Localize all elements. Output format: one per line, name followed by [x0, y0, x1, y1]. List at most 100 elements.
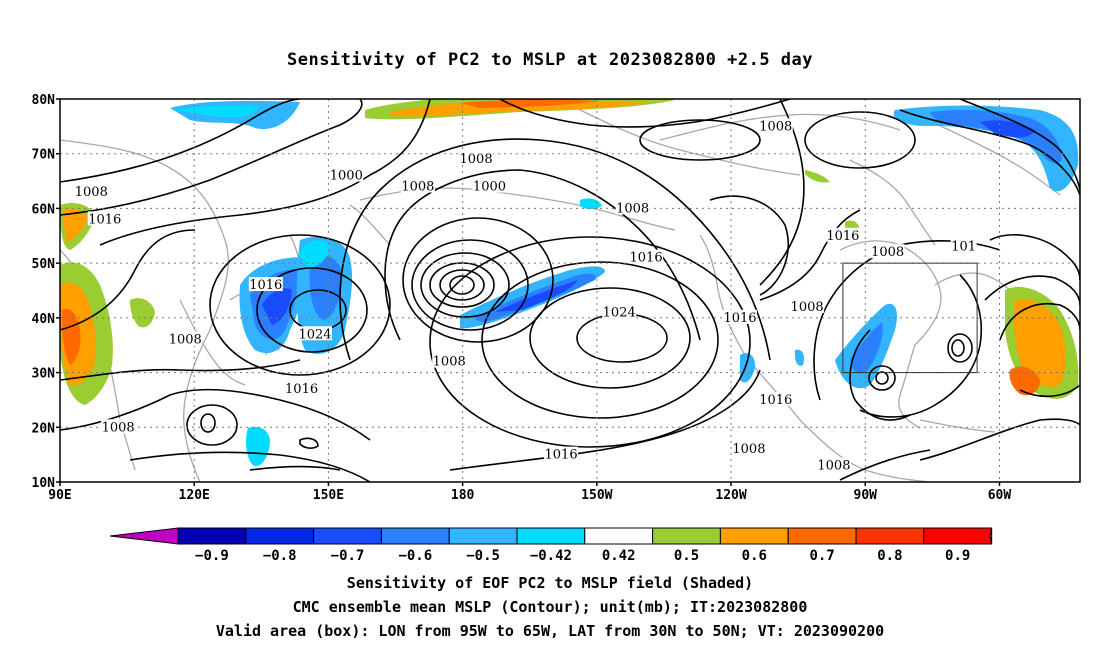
- contour-label: 1016: [723, 311, 756, 326]
- contour-label-bg: [432, 353, 467, 368]
- latitude-axis: 80N 70N 60N 50N 40N 30N 20N 10N: [32, 93, 60, 491]
- lon-tick-label: 60W: [988, 488, 1012, 503]
- contour-label: 1008: [817, 459, 850, 474]
- contour-label-bg: [816, 457, 851, 472]
- lon-tick-label: 150W: [581, 488, 612, 503]
- contour-label: 1008: [75, 185, 108, 200]
- shading: [60, 99, 1079, 467]
- contour-label-bg: [758, 391, 793, 406]
- colorbar-segment: [380, 527, 450, 545]
- colorbar-low-triangle: [109, 527, 179, 545]
- contour-label: 1000: [330, 169, 363, 184]
- contour-label-bg: [825, 227, 860, 242]
- contour-label: 1008: [791, 300, 824, 315]
- colorbar-label: −0.7: [331, 548, 365, 564]
- contour-label: 1008: [361, 502, 394, 517]
- contour-label-bg: [284, 380, 319, 395]
- lat-tick-label: 50N: [32, 257, 56, 272]
- contour-label: 1016: [249, 278, 282, 293]
- colorbar-label: 0.42: [602, 548, 636, 564]
- contour-label-bg: [950, 238, 977, 253]
- map-area: 1000 1008 1016 1016 1024 1008 1016 1008 1008 1008…: [60, 99, 1080, 517]
- colorbar-segment: [787, 527, 857, 545]
- contour-label-bg: [400, 178, 435, 193]
- contour-label: 1016: [285, 382, 318, 397]
- contour-label: 1008: [616, 201, 649, 216]
- contour-label-bg: [361, 501, 395, 515]
- contour-label-bg: [74, 184, 109, 199]
- lat-tick-label: 30N: [32, 367, 56, 382]
- contour-label-bg: [723, 309, 757, 324]
- colorbar-segment: [448, 527, 518, 545]
- plot-frame: [59, 98, 1081, 483]
- contour-label: 1008: [169, 333, 202, 348]
- colorbar-label: −0.9: [195, 548, 229, 564]
- contour-label: 1024: [603, 305, 636, 320]
- colorbar-label: 0.7: [809, 548, 834, 564]
- contour-label: 1016: [545, 448, 578, 463]
- contour-label-bg: [298, 326, 332, 341]
- contour-label: 1000: [473, 180, 506, 195]
- contour-label-bg: [101, 419, 136, 434]
- colorbar-segment: [584, 527, 654, 545]
- contour-label: 1008: [401, 180, 434, 195]
- contour-label: 1016: [88, 212, 121, 227]
- colorbar-segment: [516, 527, 586, 545]
- contour-label-bg: [248, 277, 283, 292]
- lon-tick-label: 120E: [179, 488, 210, 503]
- colorbar-high-triangle: [989, 527, 993, 545]
- contour-label: 1008: [759, 119, 792, 134]
- lat-tick-label: 10N: [32, 476, 56, 491]
- color-bar: −0.9 −0.8 −0.7 −0.6 −0.5 −0.42 0.42 0.5 0.6 0.7 0.…: [109, 527, 993, 564]
- contour-label: 1008: [871, 245, 904, 260]
- colorbar-label: −0.6: [398, 548, 432, 564]
- contour-label-bg: [790, 298, 825, 313]
- contour-label-bg: [758, 118, 793, 133]
- contour-label: 101: [951, 240, 976, 255]
- contour-label: 1016: [826, 229, 859, 244]
- colorbar-segment: [313, 527, 382, 545]
- contour-label-bg: [615, 200, 650, 215]
- colorbar-label: −0.42: [530, 548, 572, 564]
- caption-valid-area: Valid area (box): LON from 95W to 65W, L…: [215, 622, 885, 640]
- colorbar-label: −0.5: [466, 548, 500, 564]
- colorbar-segment: [245, 527, 315, 545]
- colorbar-label: 0.9: [945, 548, 970, 564]
- lon-tick-label: 90E: [48, 488, 71, 503]
- contour-label-bg: [870, 244, 905, 259]
- contour-labels: 1000 1008 1016 1016 1024 1008 1016 1008 1008 1008…: [74, 118, 977, 517]
- contour-label-bg: [329, 167, 364, 182]
- lat-tick-label: 20N: [32, 421, 56, 436]
- lat-tick-label: 60N: [32, 202, 56, 217]
- longitude-axis: 90E 120E 150E 180 150W 120W 90W 60W: [48, 482, 1011, 503]
- caption-shading: Sensitivity of EOF PC2 to MSLP field (Sh…: [346, 574, 754, 592]
- chart-title: Sensitivity of PC2 to MSLP at 2023082800…: [286, 50, 813, 70]
- colorbar-segment: [177, 527, 247, 545]
- contour-label-bg: [459, 151, 494, 166]
- caption-contour: CMC ensemble mean MSLP (Contour); unit(m…: [292, 598, 808, 616]
- contour-label: 1016: [759, 393, 792, 408]
- colorbar-segment: [652, 527, 721, 545]
- contour-label-bg: [629, 249, 664, 264]
- colorbar-label: 0.8: [877, 548, 902, 564]
- lat-tick-label: 40N: [32, 312, 56, 327]
- colorbar-label: 0.5: [674, 548, 699, 564]
- contour-label-bg: [544, 446, 579, 461]
- contour-label: 1008: [732, 442, 765, 457]
- lon-tick-label: 150E: [313, 488, 344, 503]
- colorbar-label: 0.6: [742, 548, 767, 564]
- contour-label-bg: [87, 211, 122, 226]
- colorbar-segment: [923, 527, 993, 545]
- valid-area-box: [842, 262, 978, 374]
- lat-lon-grid: [60, 99, 1080, 482]
- colorbar-segment: [719, 527, 789, 545]
- mslp-contours: [60, 99, 1080, 482]
- lon-tick-label: 120W: [715, 488, 746, 503]
- contour-label: 1008: [460, 152, 493, 167]
- lon-tick-label: 180: [451, 488, 475, 503]
- colorbar-label: −0.8: [263, 548, 297, 564]
- lat-tick-label: 80N: [32, 93, 56, 108]
- contour-label: 1016: [630, 251, 663, 266]
- lon-tick-label: 90W: [854, 488, 878, 503]
